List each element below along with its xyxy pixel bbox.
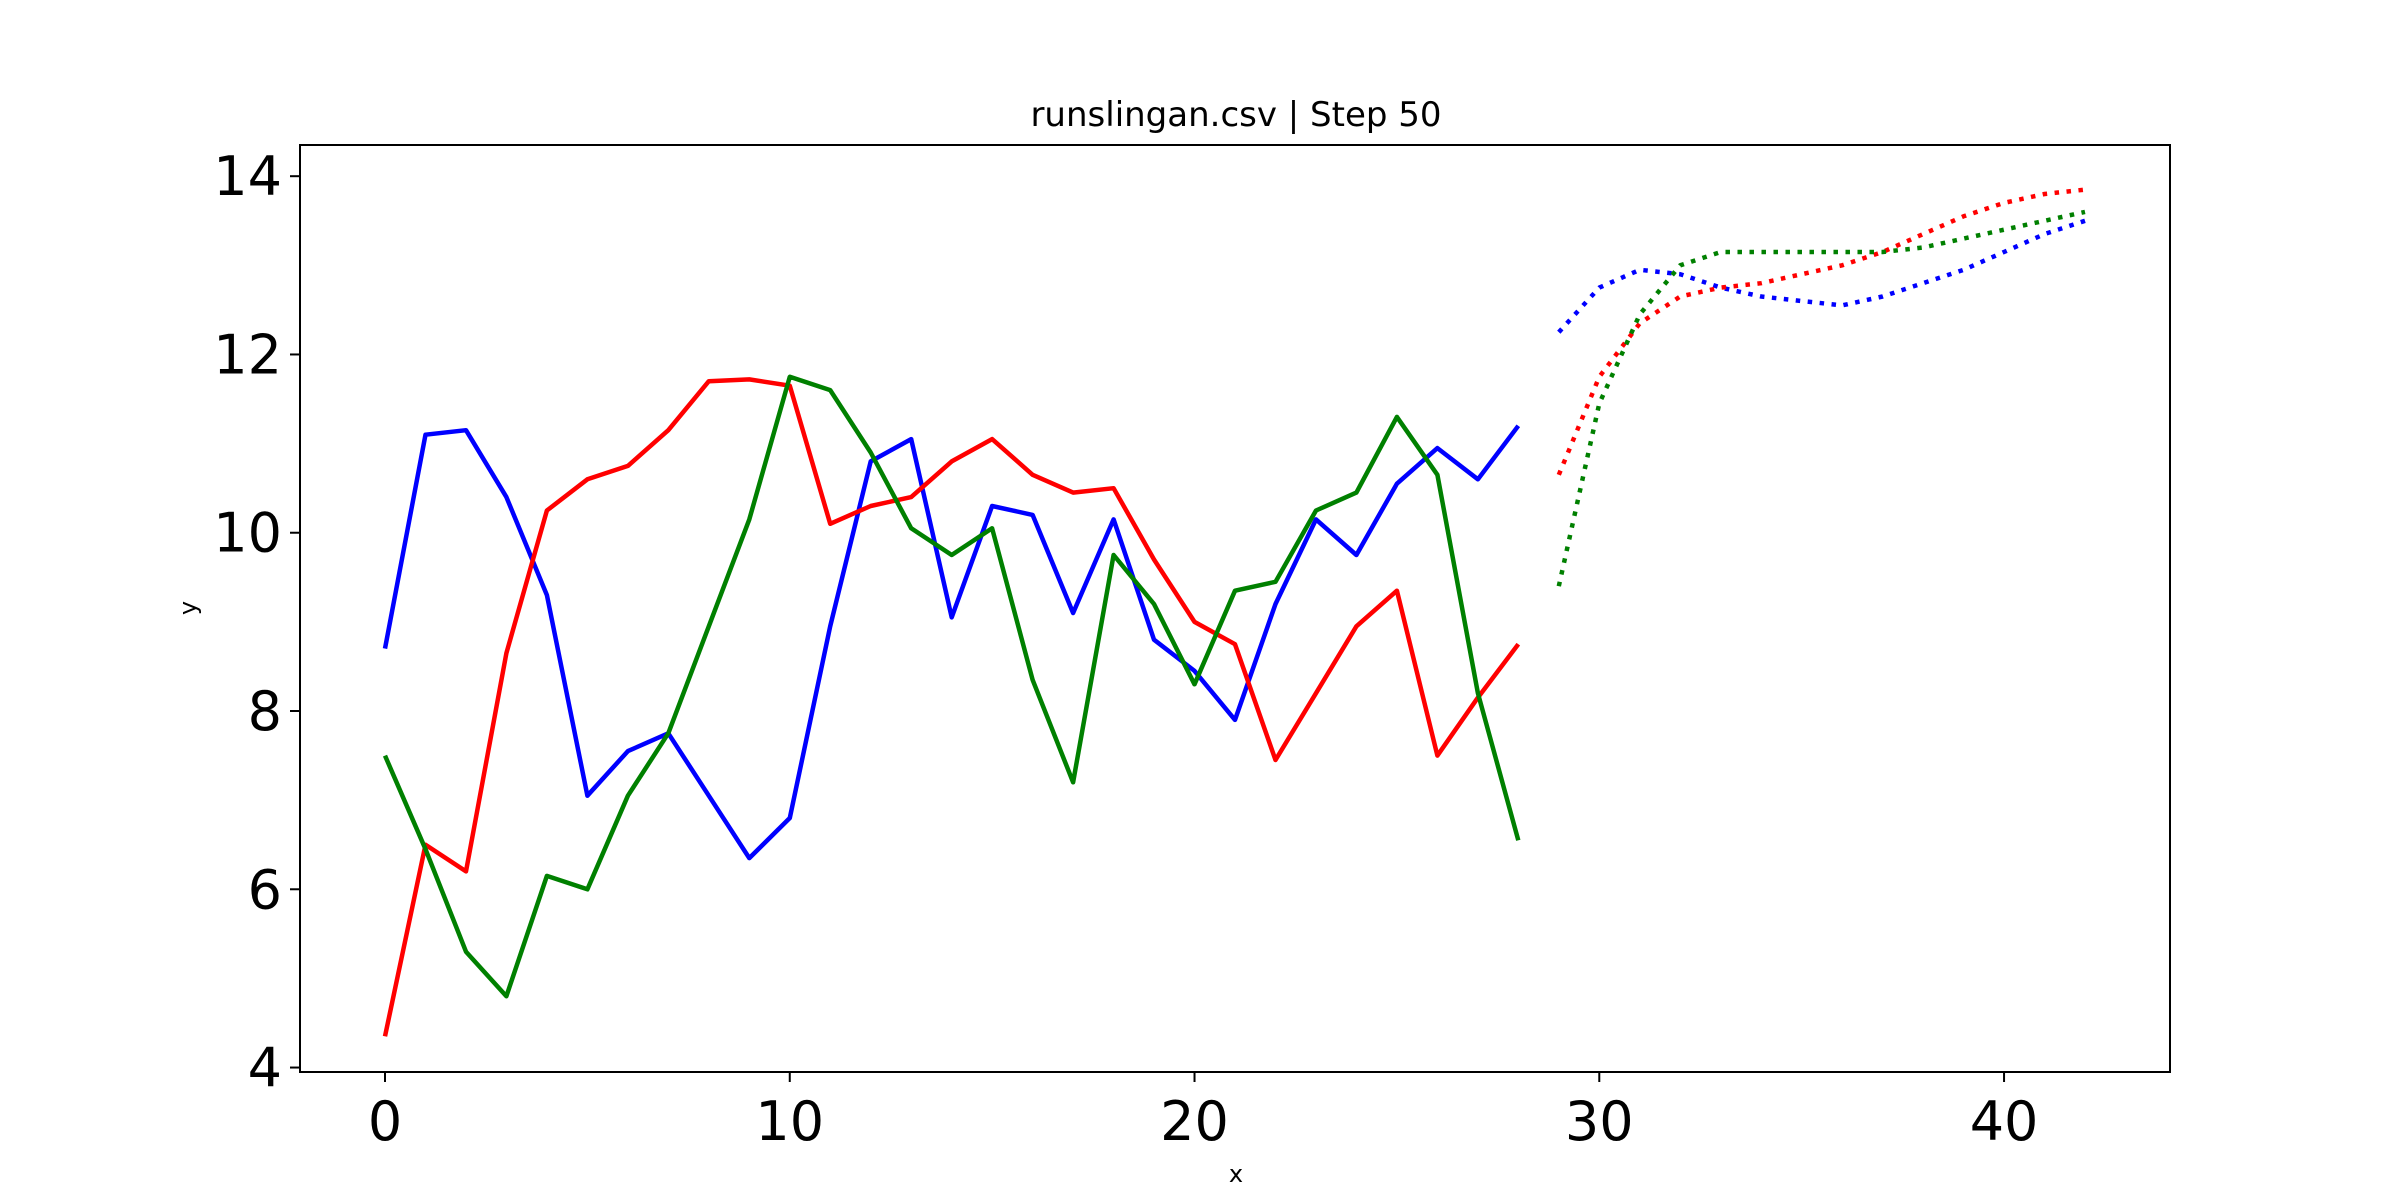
series-line-2 bbox=[382, 377, 1521, 1037]
series-line-5 bbox=[1556, 187, 2086, 476]
y-tick-label: 4 bbox=[248, 1037, 282, 1100]
chart-title: runslingan.csv | Step 50 bbox=[1030, 95, 1441, 135]
plot-area bbox=[382, 187, 2086, 1037]
x-tick-label: 20 bbox=[1160, 1090, 1229, 1153]
series-line-6 bbox=[1556, 209, 2086, 587]
x-axis-label: x bbox=[1229, 1160, 1243, 1188]
series-line-3 bbox=[382, 374, 1521, 999]
y-tick-label: 12 bbox=[213, 323, 282, 386]
x-tick-label: 10 bbox=[755, 1090, 824, 1153]
x-tick-label: 40 bbox=[1970, 1090, 2039, 1153]
y-axis-label: y bbox=[174, 601, 202, 615]
series-line-1 bbox=[382, 424, 1521, 861]
y-tick-label: 6 bbox=[248, 858, 282, 921]
y-tick-label: 8 bbox=[248, 680, 282, 743]
y-tick-label: 10 bbox=[213, 502, 282, 565]
y-axis: 4 6 8 10 12 14 bbox=[213, 145, 300, 1100]
plot-frame bbox=[299, 144, 2171, 1073]
y-tick-label: 14 bbox=[213, 145, 282, 208]
x-axis: 0 10 20 30 40 bbox=[368, 1072, 2039, 1153]
x-tick-label: 30 bbox=[1565, 1090, 1634, 1153]
x-tick-label: 0 bbox=[368, 1090, 402, 1153]
series-line-4 bbox=[1557, 218, 2086, 334]
